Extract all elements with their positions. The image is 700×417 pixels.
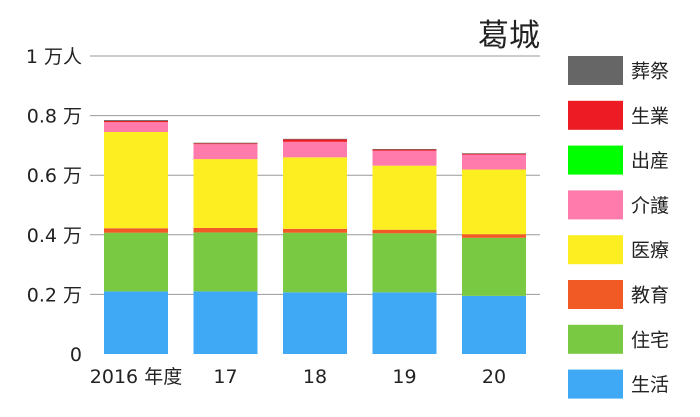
x-tick-label: 2016 年度 xyxy=(90,366,182,388)
bar-segment xyxy=(462,234,526,238)
legend-item: 出産 xyxy=(568,145,669,175)
legend-item: 生業 xyxy=(568,100,669,130)
bar-segment xyxy=(104,120,168,121)
bar-stack xyxy=(372,148,437,354)
bar-segment xyxy=(193,227,258,233)
bar-segment xyxy=(193,143,258,145)
legend-label: 葬祭 xyxy=(631,61,669,83)
legend-swatch xyxy=(568,145,623,175)
bar-segment xyxy=(104,232,168,292)
legend-swatch xyxy=(568,235,623,265)
legend-item: 住宅 xyxy=(568,324,669,354)
bar-segment xyxy=(283,141,347,158)
bar-segment xyxy=(283,138,347,140)
y-tick-label: 0 xyxy=(70,344,82,366)
bar-segment xyxy=(462,169,526,235)
legend-label: 生業 xyxy=(631,105,669,127)
y-tick-label: 0.8 万 xyxy=(27,106,82,128)
bar-segment xyxy=(462,153,526,154)
y-axis-tick-labels: 0 0.2 万 0.4 万 0.6 万 0.8 万 1 万人 xyxy=(26,46,82,366)
bar-segment xyxy=(104,122,168,132)
bar-segment xyxy=(283,157,347,229)
x-tick-label: 20 xyxy=(482,366,506,388)
bar-segment xyxy=(372,233,437,293)
x-tick-label: 18 xyxy=(303,366,327,388)
legend-label: 生活 xyxy=(631,374,669,396)
y-tick-label: 0.6 万 xyxy=(27,165,82,187)
legend-label: 出産 xyxy=(631,150,669,172)
bar-stack xyxy=(193,142,258,354)
legend-swatch xyxy=(568,324,623,354)
legend-swatch xyxy=(568,56,623,85)
legend-label: 介護 xyxy=(631,195,669,217)
y-tick-label: 0.2 万 xyxy=(27,284,82,306)
legend-label: 住宅 xyxy=(631,329,669,351)
x-axis-tick-labels: 2016 年度 17 18 19 20 xyxy=(90,366,506,388)
legend-item: 葬祭 xyxy=(568,56,669,85)
bar-stack xyxy=(104,120,168,354)
bar-segment xyxy=(104,228,168,233)
chart-title: 葛城 xyxy=(478,18,540,54)
legend-item: 生活 xyxy=(568,369,669,399)
bar-stacks xyxy=(104,120,526,354)
y-tick-label: 0.4 万 xyxy=(27,225,82,247)
y-tick-label: 1 万人 xyxy=(26,46,82,68)
legend-swatch xyxy=(568,280,623,309)
bar-segment xyxy=(104,120,168,123)
x-tick-label: 17 xyxy=(213,366,237,388)
bar-segment xyxy=(283,232,347,293)
bar-stack xyxy=(283,138,347,354)
legend-item: 介護 xyxy=(568,190,669,220)
bar-segment xyxy=(462,237,526,296)
legend-swatch xyxy=(568,100,623,130)
legend-item: 教育 xyxy=(568,280,669,309)
bar-segment xyxy=(104,131,168,229)
bar-segment xyxy=(372,149,437,151)
bar-segment xyxy=(193,232,258,292)
bar-segment xyxy=(193,159,258,228)
bar-segment xyxy=(372,150,437,166)
bar-segment xyxy=(462,153,526,155)
x-tick-label: 19 xyxy=(392,366,416,388)
legend-item: 医療 xyxy=(568,235,669,265)
legend-swatch xyxy=(568,369,623,399)
bar-segment xyxy=(193,144,258,160)
bar-segment xyxy=(462,295,526,354)
bar-segment xyxy=(283,139,347,142)
bar-segment xyxy=(372,165,437,230)
bar-segment xyxy=(104,291,168,354)
bar-segment xyxy=(193,142,258,144)
bar-stack xyxy=(462,153,526,354)
legend-label: 教育 xyxy=(631,285,669,307)
bar-segment xyxy=(283,228,347,233)
bar-segment xyxy=(283,292,347,354)
bar-segment xyxy=(462,154,526,170)
bar-segment xyxy=(372,292,437,354)
bar-segment xyxy=(372,229,437,234)
bar-segment xyxy=(193,291,258,354)
bar-segment xyxy=(372,148,437,150)
legend-swatch xyxy=(568,190,623,220)
legend-label: 医療 xyxy=(631,240,669,262)
